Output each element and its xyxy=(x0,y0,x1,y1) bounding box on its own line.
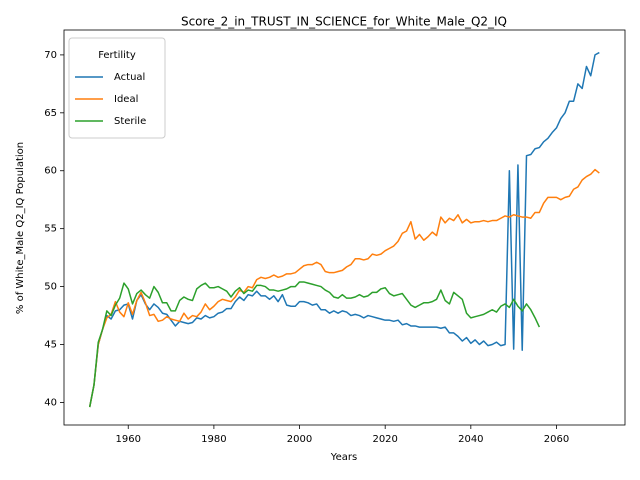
x-axis-label: Years xyxy=(330,452,357,463)
chart-title: Score_2_in_TRUST_IN_SCIENCE_for_White_Ma… xyxy=(181,15,507,29)
series-line xyxy=(88,51,600,408)
plot-frame xyxy=(63,29,626,426)
y-tick-label: 50 xyxy=(44,282,57,293)
series-line xyxy=(88,281,541,408)
x-tick-label: 2000 xyxy=(287,434,312,445)
legend-title: Fertility xyxy=(98,50,136,61)
y-tick-label: 60 xyxy=(44,166,57,177)
legend-box xyxy=(68,37,166,139)
legend-label: Sterile xyxy=(114,116,146,127)
y-tick-label: 65 xyxy=(44,108,57,119)
legend-label: Actual xyxy=(114,72,145,83)
x-tick-label: 1960 xyxy=(116,434,141,445)
x-tick-label: 1980 xyxy=(201,434,226,445)
legend-label: Ideal xyxy=(114,94,138,105)
y-axis-label: % of White_Male Q2_IQ Population xyxy=(15,142,26,314)
y-tick-label: 40 xyxy=(44,397,57,408)
x-tick-label: 2040 xyxy=(458,434,483,445)
y-tick-label: 55 xyxy=(44,224,57,235)
y-tick-label: 45 xyxy=(44,339,57,350)
series-line xyxy=(88,168,600,408)
y-tick-label: 70 xyxy=(44,50,57,61)
x-tick-label: 2060 xyxy=(544,434,569,445)
x-tick-label: 2020 xyxy=(372,434,397,445)
